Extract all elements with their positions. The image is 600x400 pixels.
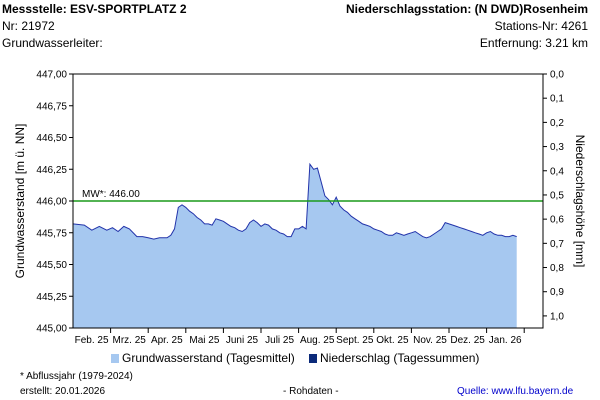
y-tick-label: 447,00 <box>36 70 67 81</box>
precip-station-nr: Stations-Nr: 4261 <box>494 19 588 33</box>
x-tick-label: Dez. 25 <box>450 335 485 346</box>
y-axis-title: Grundwasserstand [m ü. NN] <box>13 124 27 279</box>
x-tick-label: Sept. 25 <box>336 335 374 346</box>
y2-tick-label: 1,0 <box>550 311 564 322</box>
x-tick-label: Okt. 25 <box>376 335 409 346</box>
legend-swatch-precip <box>309 354 317 363</box>
y-tick-label: 446,50 <box>36 133 67 144</box>
legend-label-groundwater: Grundwasserstand (Tagesmittel) <box>122 351 295 365</box>
station-nr: Nr: 21972 <box>2 19 55 33</box>
x-tick-label: Juni 25 <box>226 335 259 346</box>
y2-tick-label: 0,9 <box>550 287 564 298</box>
x-tick-label: Feb. 25 <box>75 335 109 346</box>
precip-distance: Entfernung: 3.21 km <box>479 36 588 50</box>
y-tick-label: 446,75 <box>36 101 67 112</box>
precip-station-label: Niederschlagsstation: (N DWD)Rosenheim <box>345 2 588 16</box>
y2-axis-title: Niederschlagshöhe [mm] <box>573 135 587 268</box>
y-tick-label: 446,25 <box>36 165 67 176</box>
y2-tick-label: 0,3 <box>550 142 564 153</box>
y2-tick-label: 0,0 <box>550 70 564 81</box>
legend-swatch-groundwater <box>111 354 119 363</box>
x-tick-label: Jan. 26 <box>489 335 522 346</box>
groundwater-area <box>73 164 517 328</box>
x-tick-label: Mai 25 <box>189 335 219 346</box>
x-tick-label: Apr. 25 <box>151 335 183 346</box>
y-tick-label: 445,00 <box>36 324 67 335</box>
y-tick-label: 445,50 <box>36 260 67 271</box>
y-tick-label: 446,00 <box>36 197 67 208</box>
x-tick-label: Mrz. 25 <box>113 335 147 346</box>
y2-tick-label: 0,8 <box>550 263 564 274</box>
y-tick-label: 445,25 <box>36 292 67 303</box>
source-link[interactable]: Quelle: www.lfu.bayern.de <box>457 386 574 397</box>
x-tick-label: Nov. 25 <box>413 335 447 346</box>
y2-tick-label: 0,6 <box>550 215 564 226</box>
y2-tick-label: 0,7 <box>550 239 564 250</box>
x-tick-label: Aug. 25 <box>300 335 335 346</box>
x-tick-label: Juli 25 <box>265 335 294 346</box>
y-tick-label: 445,75 <box>36 228 67 239</box>
y2-tick-label: 0,4 <box>550 166 564 177</box>
y2-tick-label: 0,1 <box>550 94 564 105</box>
station-label: Messstelle: ESV-SPORTPLATZ 2 <box>2 2 187 16</box>
y2-tick-label: 0,2 <box>550 118 564 129</box>
aquifer-label: Grundwasserleiter: <box>2 36 103 50</box>
mw-label: MW*: 446.00 <box>82 189 140 200</box>
created-date: erstellt: 20.01.2026 <box>20 386 106 397</box>
footnote: * Abflussjahr (1979-2024) <box>20 371 133 382</box>
raw-data-note: - Rohdaten - <box>283 386 339 397</box>
legend-label-precip: Niederschlag (Tagessummen) <box>320 351 480 365</box>
y2-tick-label: 0,5 <box>550 190 564 201</box>
groundwater-line <box>72 162 517 240</box>
